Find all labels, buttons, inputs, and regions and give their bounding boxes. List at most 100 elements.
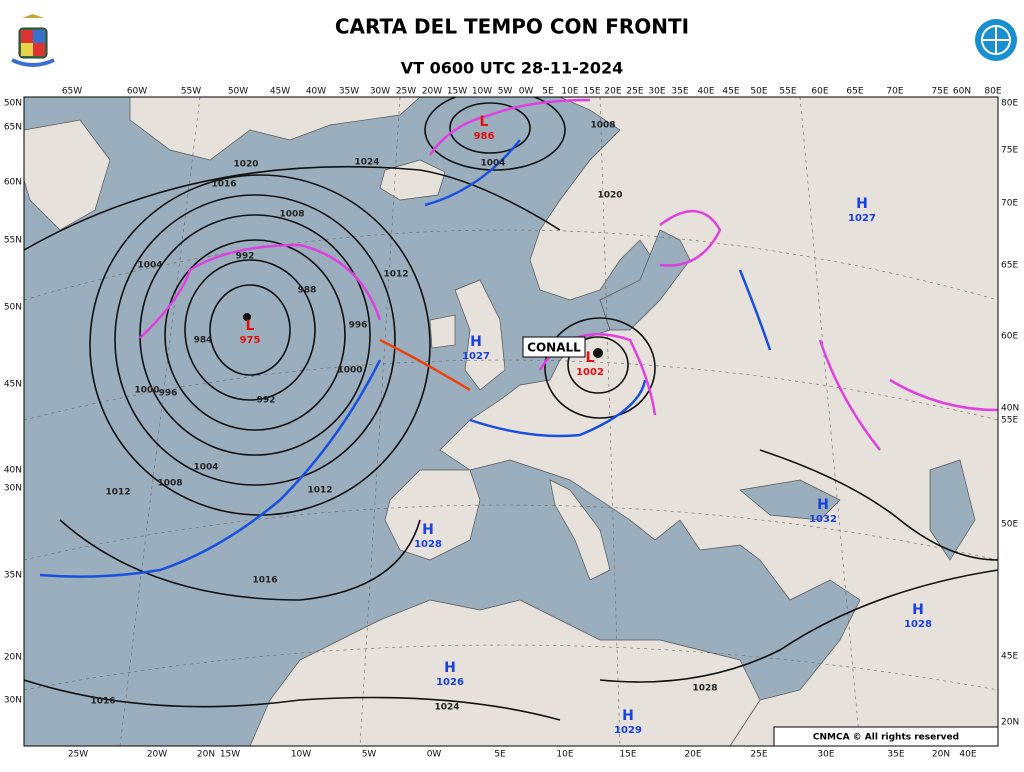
- storm-name: CONALL: [527, 341, 581, 355]
- top-axis-label: 0W: [519, 87, 534, 97]
- top-axis-label: 40E: [697, 87, 714, 97]
- bottom-axis-label: 20E: [684, 750, 701, 760]
- left-axis-label: 45N: [4, 380, 22, 390]
- pressure-symbol: H: [470, 334, 482, 350]
- bottom-axis-label: 15E: [619, 750, 636, 760]
- right-axis-label: 40N: [1001, 404, 1019, 414]
- land: [24, 97, 998, 746]
- bottom-axis-label: 0W: [427, 750, 442, 760]
- isobar-label: 1008: [157, 479, 182, 489]
- right-axis-label: 70E: [1001, 199, 1018, 209]
- top-axis-label: 50E: [750, 87, 767, 97]
- top-axis-label: 30E: [648, 87, 665, 97]
- right-axis-label: 75E: [1001, 146, 1018, 156]
- fronts: [39, 98, 998, 578]
- bottom-axis-label: 10W: [291, 750, 311, 760]
- bottom-axis-label: 30E: [817, 750, 834, 760]
- top-axis-label: 15E: [583, 87, 600, 97]
- subtitle: VT 0600 UTC 28-11-2024: [401, 59, 624, 78]
- bottom-axis-label: 20N: [932, 750, 950, 760]
- isobar-label: 1028: [692, 684, 717, 694]
- title: CARTA DEL TEMPO CON FRONTI: [335, 15, 689, 39]
- isobars: [24, 97, 998, 721]
- top-axis-label: 55W: [181, 87, 201, 97]
- left-axis-label: 65N: [4, 123, 22, 133]
- bottom-axis-label: 35E: [887, 750, 904, 760]
- pressure-value: 1002: [576, 367, 604, 378]
- pressure-symbol: H: [856, 196, 868, 212]
- top-axis-label: 10W: [472, 87, 492, 97]
- left-axis-label: 50N: [4, 303, 22, 313]
- top-axis-label: 60E: [811, 87, 828, 97]
- right-axis-label: 55E: [1001, 416, 1018, 426]
- bottom-axis-label: 15W: [220, 750, 240, 760]
- top-axis-label: 45W: [270, 87, 290, 97]
- map-area: CONALL CNMCA © All rights reserved 1020 1…: [24, 97, 998, 746]
- bottom-axis-label: 5W: [362, 750, 377, 760]
- pressure-symbol: L: [586, 350, 595, 366]
- top-axis-label: 45E: [722, 87, 739, 97]
- isobar-label: 1000: [337, 366, 362, 376]
- left-axis-label: 40N: [4, 466, 22, 476]
- pressure-symbol: L: [246, 318, 255, 334]
- top-axis-label: 40W: [306, 87, 326, 97]
- top-axis-label: 70E: [886, 87, 903, 97]
- pressure-value: 975: [240, 335, 261, 346]
- top-axis-label: 60W: [127, 87, 147, 97]
- top-axis-label: 65W: [62, 87, 82, 97]
- isobar-label: 992: [236, 252, 255, 262]
- credit-box: [773, 726, 998, 746]
- top-axis-label: 25W: [396, 87, 416, 97]
- isobar-label: 1016: [252, 576, 277, 586]
- right-axis-label: 50E: [1001, 520, 1018, 530]
- isobar-label: 1004: [137, 261, 162, 271]
- top-axis-label: 65E: [846, 87, 863, 97]
- pressure-value: 1028: [904, 619, 932, 630]
- isobar-label: 1020: [233, 160, 258, 170]
- isobar-label: 1012: [105, 488, 130, 498]
- left-axis-label: 55N: [4, 236, 22, 246]
- bottom-axis-label: 5E: [494, 750, 506, 760]
- emblem-left: [11, 14, 55, 67]
- isobar-label: 988: [298, 286, 317, 296]
- isobar-label: 1024: [434, 703, 459, 713]
- bottom-axis-label: 40E: [959, 750, 976, 760]
- bottom-axis-label: 25E: [750, 750, 767, 760]
- pressure-symbol: H: [817, 497, 829, 513]
- top-axis-label: 50W: [228, 87, 248, 97]
- right-axis-label: 45E: [1001, 652, 1018, 662]
- pressure-value: 1029: [614, 725, 642, 736]
- top-axis-label: 60N: [953, 87, 971, 97]
- top-axis-label: 35E: [671, 87, 688, 97]
- right-axis-label: 80E: [1001, 99, 1018, 109]
- top-axis-label: 20W: [422, 87, 442, 97]
- right-axis-label: 65E: [1001, 261, 1018, 271]
- pressure-symbol: H: [912, 602, 924, 618]
- bottom-axis-label: 10E: [556, 750, 573, 760]
- top-axis-label: 20E: [604, 87, 621, 97]
- left-axis-label: 50N: [4, 99, 22, 109]
- isobar-label: 1004: [193, 463, 218, 473]
- top-axis-label: 55E: [779, 87, 796, 97]
- isobar-label: 996: [349, 321, 368, 331]
- map-frame: [23, 96, 999, 747]
- isobar-label: 992: [257, 396, 276, 406]
- top-axis-label: 30W: [370, 87, 390, 97]
- bottom-axis-label: 20W: [147, 750, 167, 760]
- low-centres: [243, 313, 603, 358]
- left-axis-label: 35N: [4, 571, 22, 581]
- pressure-value: 986: [474, 131, 495, 142]
- storm-name-box: [522, 336, 586, 358]
- bottom-axis-label: 20N: [197, 750, 215, 760]
- credit: CNMCA © All rights reserved: [813, 733, 959, 743]
- pressure-value: 1026: [436, 677, 464, 688]
- pressure-symbol: H: [622, 708, 634, 724]
- isobar-label: 1008: [279, 210, 304, 220]
- top-axis-label: 25E: [626, 87, 643, 97]
- pressure-symbol: L: [480, 114, 489, 130]
- isobar-label: 1012: [307, 486, 332, 496]
- pressure-value: 1027: [848, 213, 876, 224]
- top-axis-label: 35W: [339, 87, 359, 97]
